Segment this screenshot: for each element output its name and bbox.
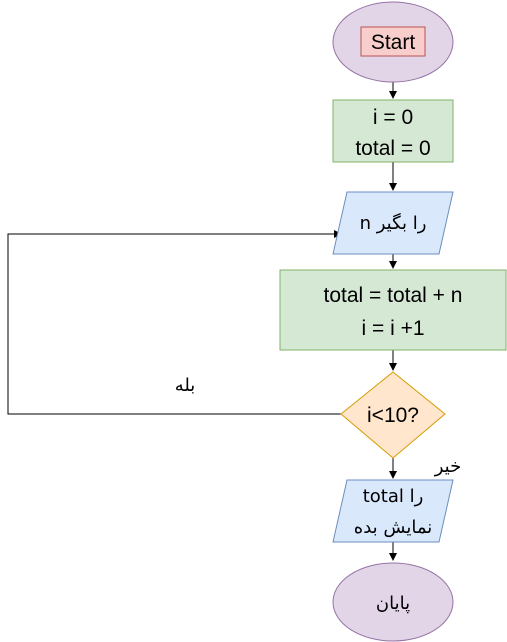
input-node[interactable]: n را بگیر (332, 191, 454, 255)
arrow-loop-back-yes (7, 230, 342, 415)
output-line-2: نمایش بده (354, 517, 432, 538)
output-line-1: total را (363, 486, 424, 507)
accumulate-line-2: i = i +1 (361, 317, 424, 340)
connectors (7, 82, 397, 561)
decision-diamond (340, 371, 446, 459)
output-parallelogram (332, 479, 454, 543)
init-line-1: i = 0 (373, 106, 413, 129)
start-label-highlight (360, 26, 426, 57)
init-box (332, 99, 454, 163)
output-node[interactable]: total را نمایش بده (332, 479, 454, 543)
end-ellipse (332, 562, 454, 642)
accumulate-line-1: total = total + n (324, 284, 463, 307)
init-process-node[interactable]: i = 0 total = 0 (332, 99, 454, 163)
decision-node[interactable]: i<10? (340, 371, 446, 459)
end-node[interactable]: پایان (332, 562, 454, 642)
input-parallelogram (332, 191, 454, 255)
input-label: n را بگیر (360, 212, 427, 234)
accumulate-process-node[interactable]: total = total + n i = i +1 (279, 269, 507, 351)
accumulate-box (279, 269, 507, 351)
end-label: پایان (376, 593, 410, 614)
start-node[interactable]: Start (332, 1, 454, 83)
decision-label: i<10? (367, 404, 419, 427)
start-label: Start (371, 31, 416, 54)
init-line-2: total = 0 (355, 137, 430, 160)
no-branch-label-bg (429, 456, 467, 476)
yes-branch-label: بله (175, 375, 196, 396)
no-branch-label: خیر (434, 456, 462, 477)
